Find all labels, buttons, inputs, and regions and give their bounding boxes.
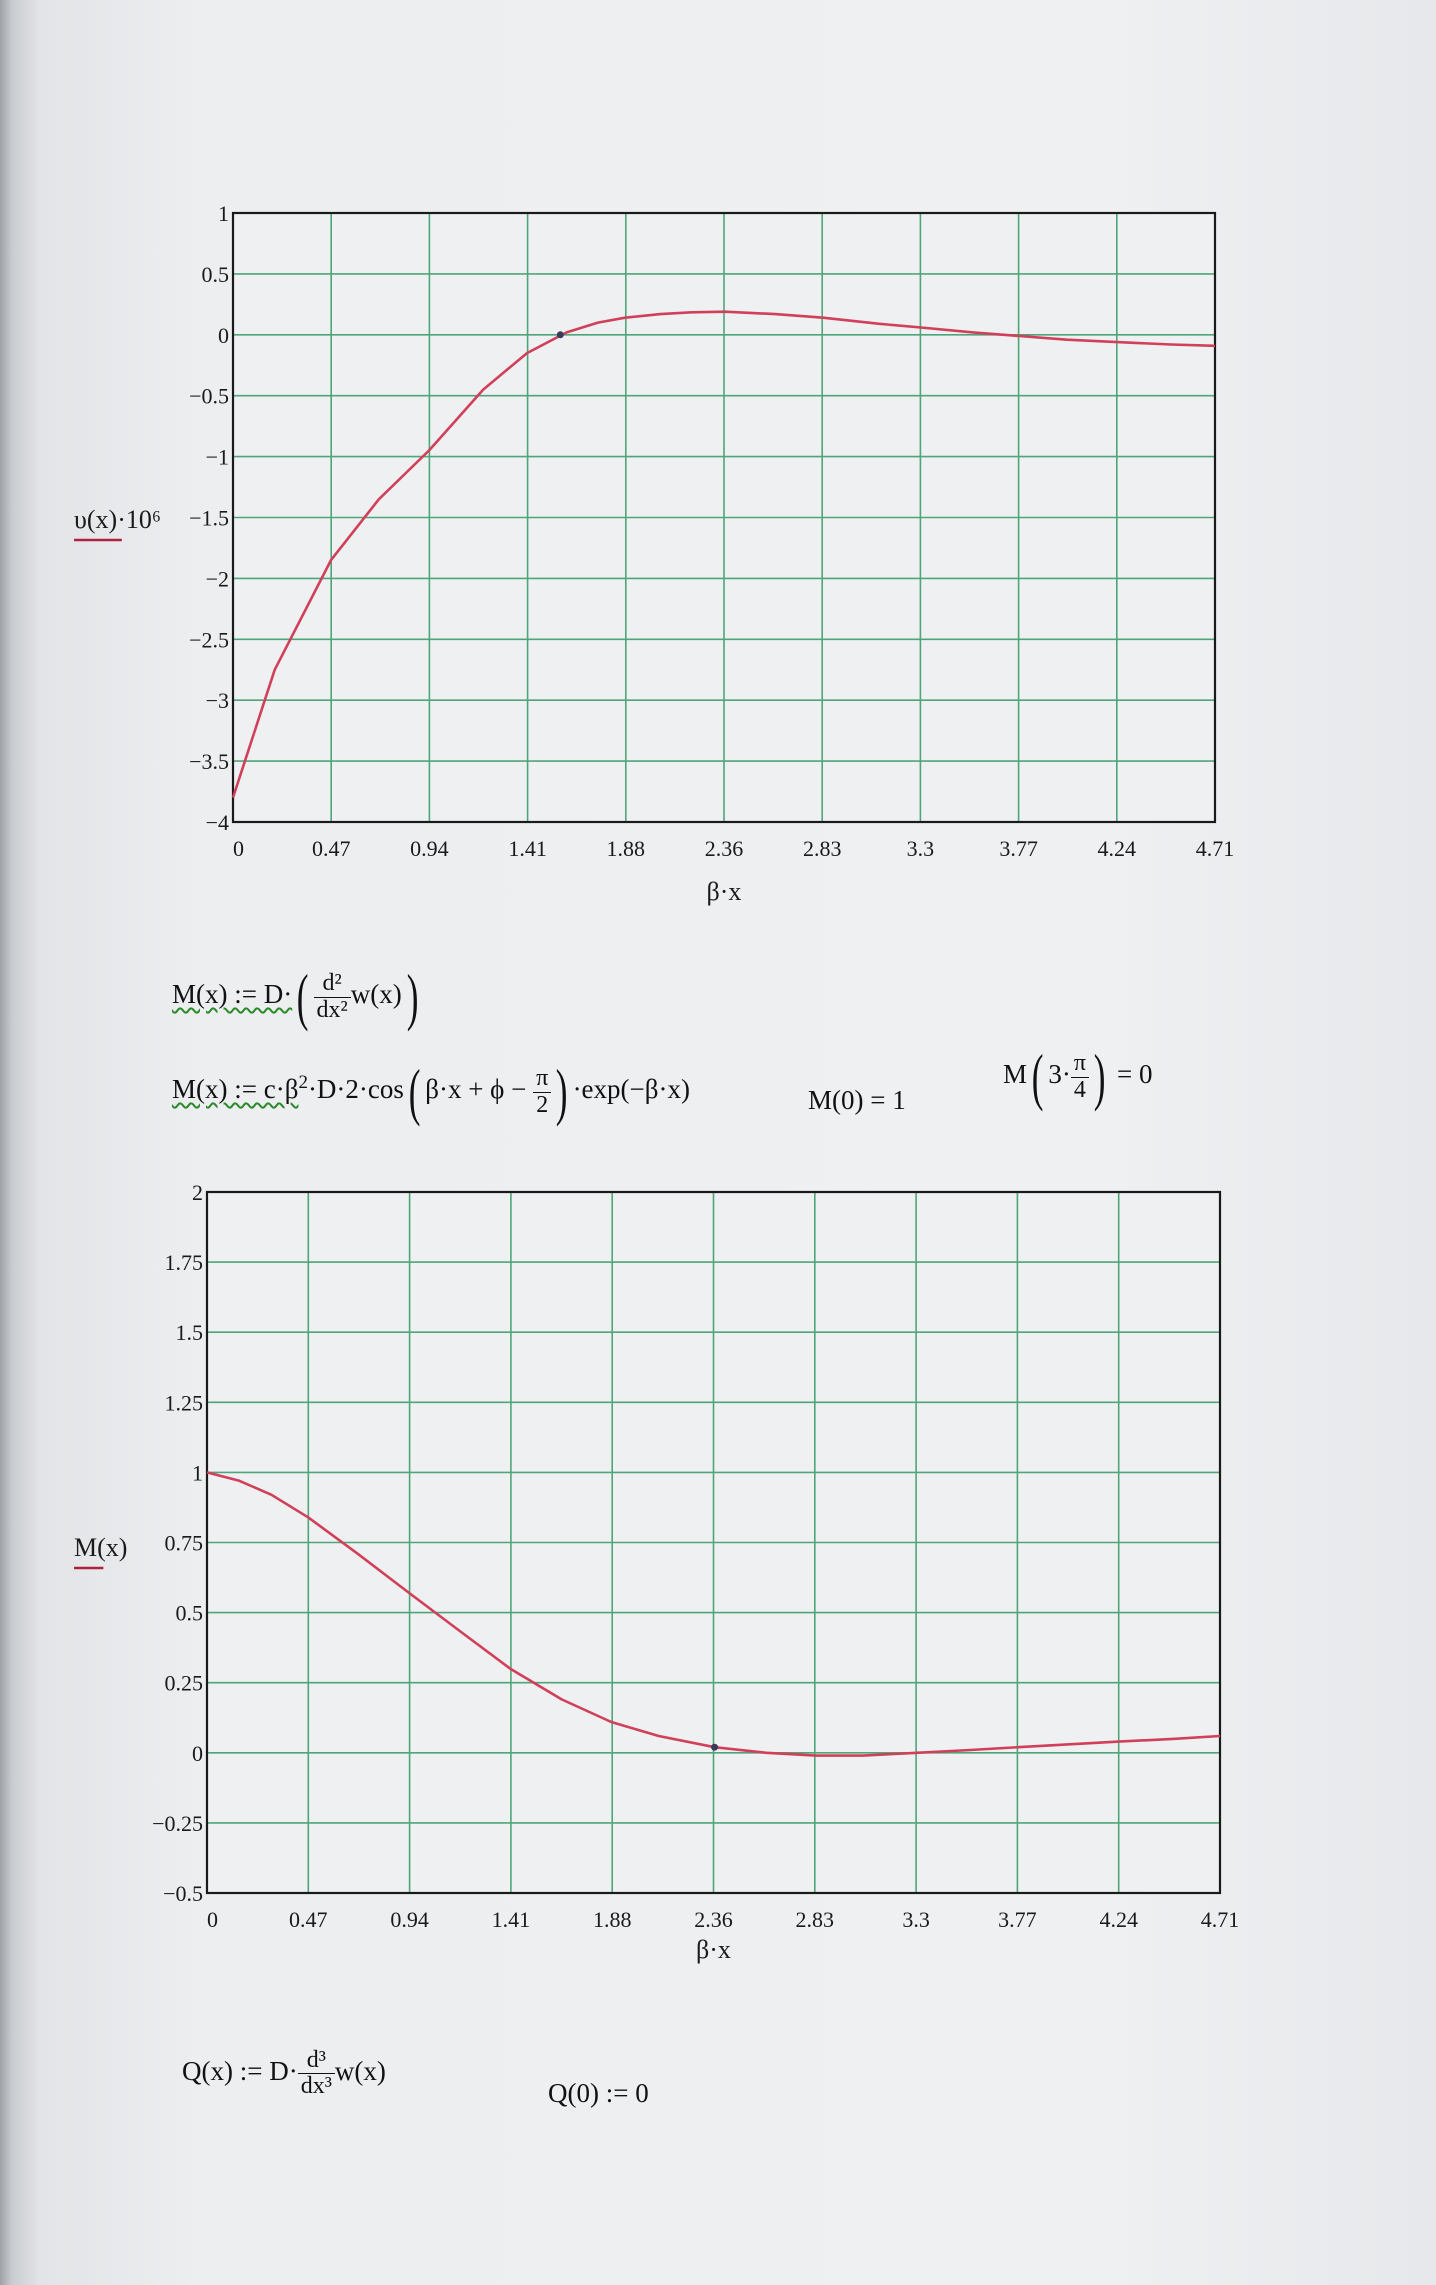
y-tick-label: −3.5 bbox=[189, 749, 229, 774]
moment-def-lhs: M(x) := D· bbox=[172, 979, 293, 1010]
shear-def-arg: w(x) bbox=[334, 2055, 386, 2086]
eval-result: = 0 bbox=[1117, 1059, 1153, 1090]
y-axis-label: M(x) bbox=[74, 1533, 127, 1562]
trace-marker bbox=[711, 1743, 719, 1751]
x-tick-label: 0 bbox=[207, 1907, 218, 1932]
moment-expr-tail: ·exp(−β·x) bbox=[572, 1074, 690, 1105]
third-derivative-fraction: d³ dx³ bbox=[297, 2047, 335, 2100]
fraction-numerator: d³ bbox=[297, 2047, 335, 2075]
second-derivative-fraction: d² dx² bbox=[313, 971, 351, 1023]
fraction-denominator: 2 bbox=[536, 1091, 549, 1118]
y-tick-label: 0.5 bbox=[176, 1601, 204, 1626]
y-tick-label: −1 bbox=[206, 445, 229, 470]
series-line bbox=[206, 1471, 1221, 1757]
x-tick-label: 3.3 bbox=[902, 1907, 930, 1932]
y-tick-label: 0 bbox=[218, 323, 229, 348]
y-axis-label: υ(x)·10⁶ bbox=[74, 505, 161, 534]
paren-left: ( bbox=[297, 961, 309, 1032]
x-tick-label: 4.71 bbox=[1196, 836, 1235, 861]
paren-left: ( bbox=[408, 1056, 421, 1127]
y-tick-label: −2.5 bbox=[189, 627, 229, 652]
x-tick-label: 0.94 bbox=[410, 836, 449, 861]
x-tick-label: 1.88 bbox=[607, 836, 646, 861]
y-tick-label: 1.25 bbox=[165, 1390, 204, 1415]
y-tick-label: 0.75 bbox=[165, 1531, 204, 1556]
shear-def-lhs: Q(x) := D· bbox=[182, 2055, 298, 2086]
paren-left: ( bbox=[1031, 1041, 1044, 1112]
shear-definition: Q(x) := D· d³ dx³ w(x) bbox=[182, 2047, 386, 2100]
y-tick-label: 1 bbox=[192, 1460, 203, 1485]
y-tick-label: −0.25 bbox=[152, 1811, 203, 1836]
series-line bbox=[231, 310, 1216, 799]
x-axis-label: β·x bbox=[707, 877, 742, 906]
x-tick-label: 1.41 bbox=[508, 836, 547, 861]
moment-definition: M(x) := D·(d² dx² w(x)) bbox=[172, 965, 423, 1029]
x-tick-label: 0.94 bbox=[390, 1907, 429, 1932]
y-tick-label: 2 bbox=[192, 1180, 203, 1205]
y-tick-label: 1.5 bbox=[176, 1320, 204, 1345]
shear-at-zero: Q(0) := 0 bbox=[548, 2078, 649, 2108]
fraction-numerator: π bbox=[533, 1066, 552, 1093]
x-tick-label: 2.83 bbox=[803, 836, 842, 861]
eval-function: M bbox=[1003, 1059, 1028, 1090]
y-tick-label: 0.25 bbox=[165, 1671, 204, 1696]
y-tick-label: −3 bbox=[206, 688, 229, 713]
moment-expr-lhs: M(x) := c·β bbox=[172, 1074, 299, 1105]
moment-expr-arg: β·x + ϕ − bbox=[425, 1074, 527, 1105]
moment-expr-mid: ·D·2·cos bbox=[307, 1074, 404, 1105]
y-tick-label: 1 bbox=[218, 201, 229, 226]
x-tick-label: 2.36 bbox=[705, 836, 744, 861]
plot-frame bbox=[231, 211, 1217, 824]
y-tick-label: 0.5 bbox=[202, 262, 230, 287]
x-tick-label: 2.83 bbox=[796, 1907, 835, 1932]
x-tick-label: 4.24 bbox=[1099, 1907, 1138, 1932]
y-tick-label: 0 bbox=[192, 1741, 203, 1766]
x-tick-label: 3.3 bbox=[907, 836, 935, 861]
paren-right: ) bbox=[406, 961, 419, 1032]
x-tick-label: 0 bbox=[233, 836, 244, 861]
x-tick-label: 0.47 bbox=[289, 1907, 328, 1932]
x-tick-label: 0.47 bbox=[312, 836, 351, 861]
y-tick-label: −0.5 bbox=[163, 1881, 203, 1906]
plot-frame bbox=[205, 1190, 1222, 1895]
fraction-denominator: dx² bbox=[316, 996, 348, 1023]
fraction-numerator: d² bbox=[313, 971, 351, 998]
paren-right: ) bbox=[1093, 1041, 1106, 1112]
y-tick-label: −1.5 bbox=[189, 506, 229, 531]
fraction-denominator: dx³ bbox=[300, 2073, 332, 2100]
paren-right: ) bbox=[556, 1056, 568, 1127]
beta-exponent: 2 bbox=[298, 1072, 308, 1094]
x-tick-label: 1.41 bbox=[492, 1907, 531, 1932]
moment-evaluation: M(3· π 4) = 0 bbox=[1003, 1045, 1153, 1109]
x-tick-label: 2.36 bbox=[694, 1907, 733, 1932]
moment-def-arg: w(x) bbox=[350, 979, 402, 1010]
x-tick-label: 3.77 bbox=[999, 836, 1038, 861]
x-axis-label: β·x bbox=[696, 1935, 731, 1964]
y-tick-label: 1.75 bbox=[165, 1250, 204, 1275]
x-tick-label: 3.77 bbox=[998, 1907, 1037, 1932]
x-tick-label: 4.24 bbox=[1098, 836, 1137, 861]
moment-expression: M(x) := c·β2·D·2·cos(β·x + ϕ − π 2) ·exp(−… bbox=[172, 1060, 690, 1124]
fraction-numerator: π bbox=[1070, 1051, 1089, 1078]
y-tick-label: −2 bbox=[206, 566, 229, 591]
y-tick-label: −0.5 bbox=[189, 384, 229, 409]
moment-at-zero: M(0) = 1 bbox=[808, 1085, 906, 1115]
x-tick-label: 4.71 bbox=[1201, 1907, 1240, 1932]
fraction-denominator: 4 bbox=[1073, 1076, 1086, 1103]
eval-factor: 3· bbox=[1048, 1059, 1071, 1090]
y-tick-label: −4 bbox=[206, 810, 229, 835]
trace-marker bbox=[556, 331, 564, 339]
x-tick-label: 1.88 bbox=[593, 1907, 632, 1932]
